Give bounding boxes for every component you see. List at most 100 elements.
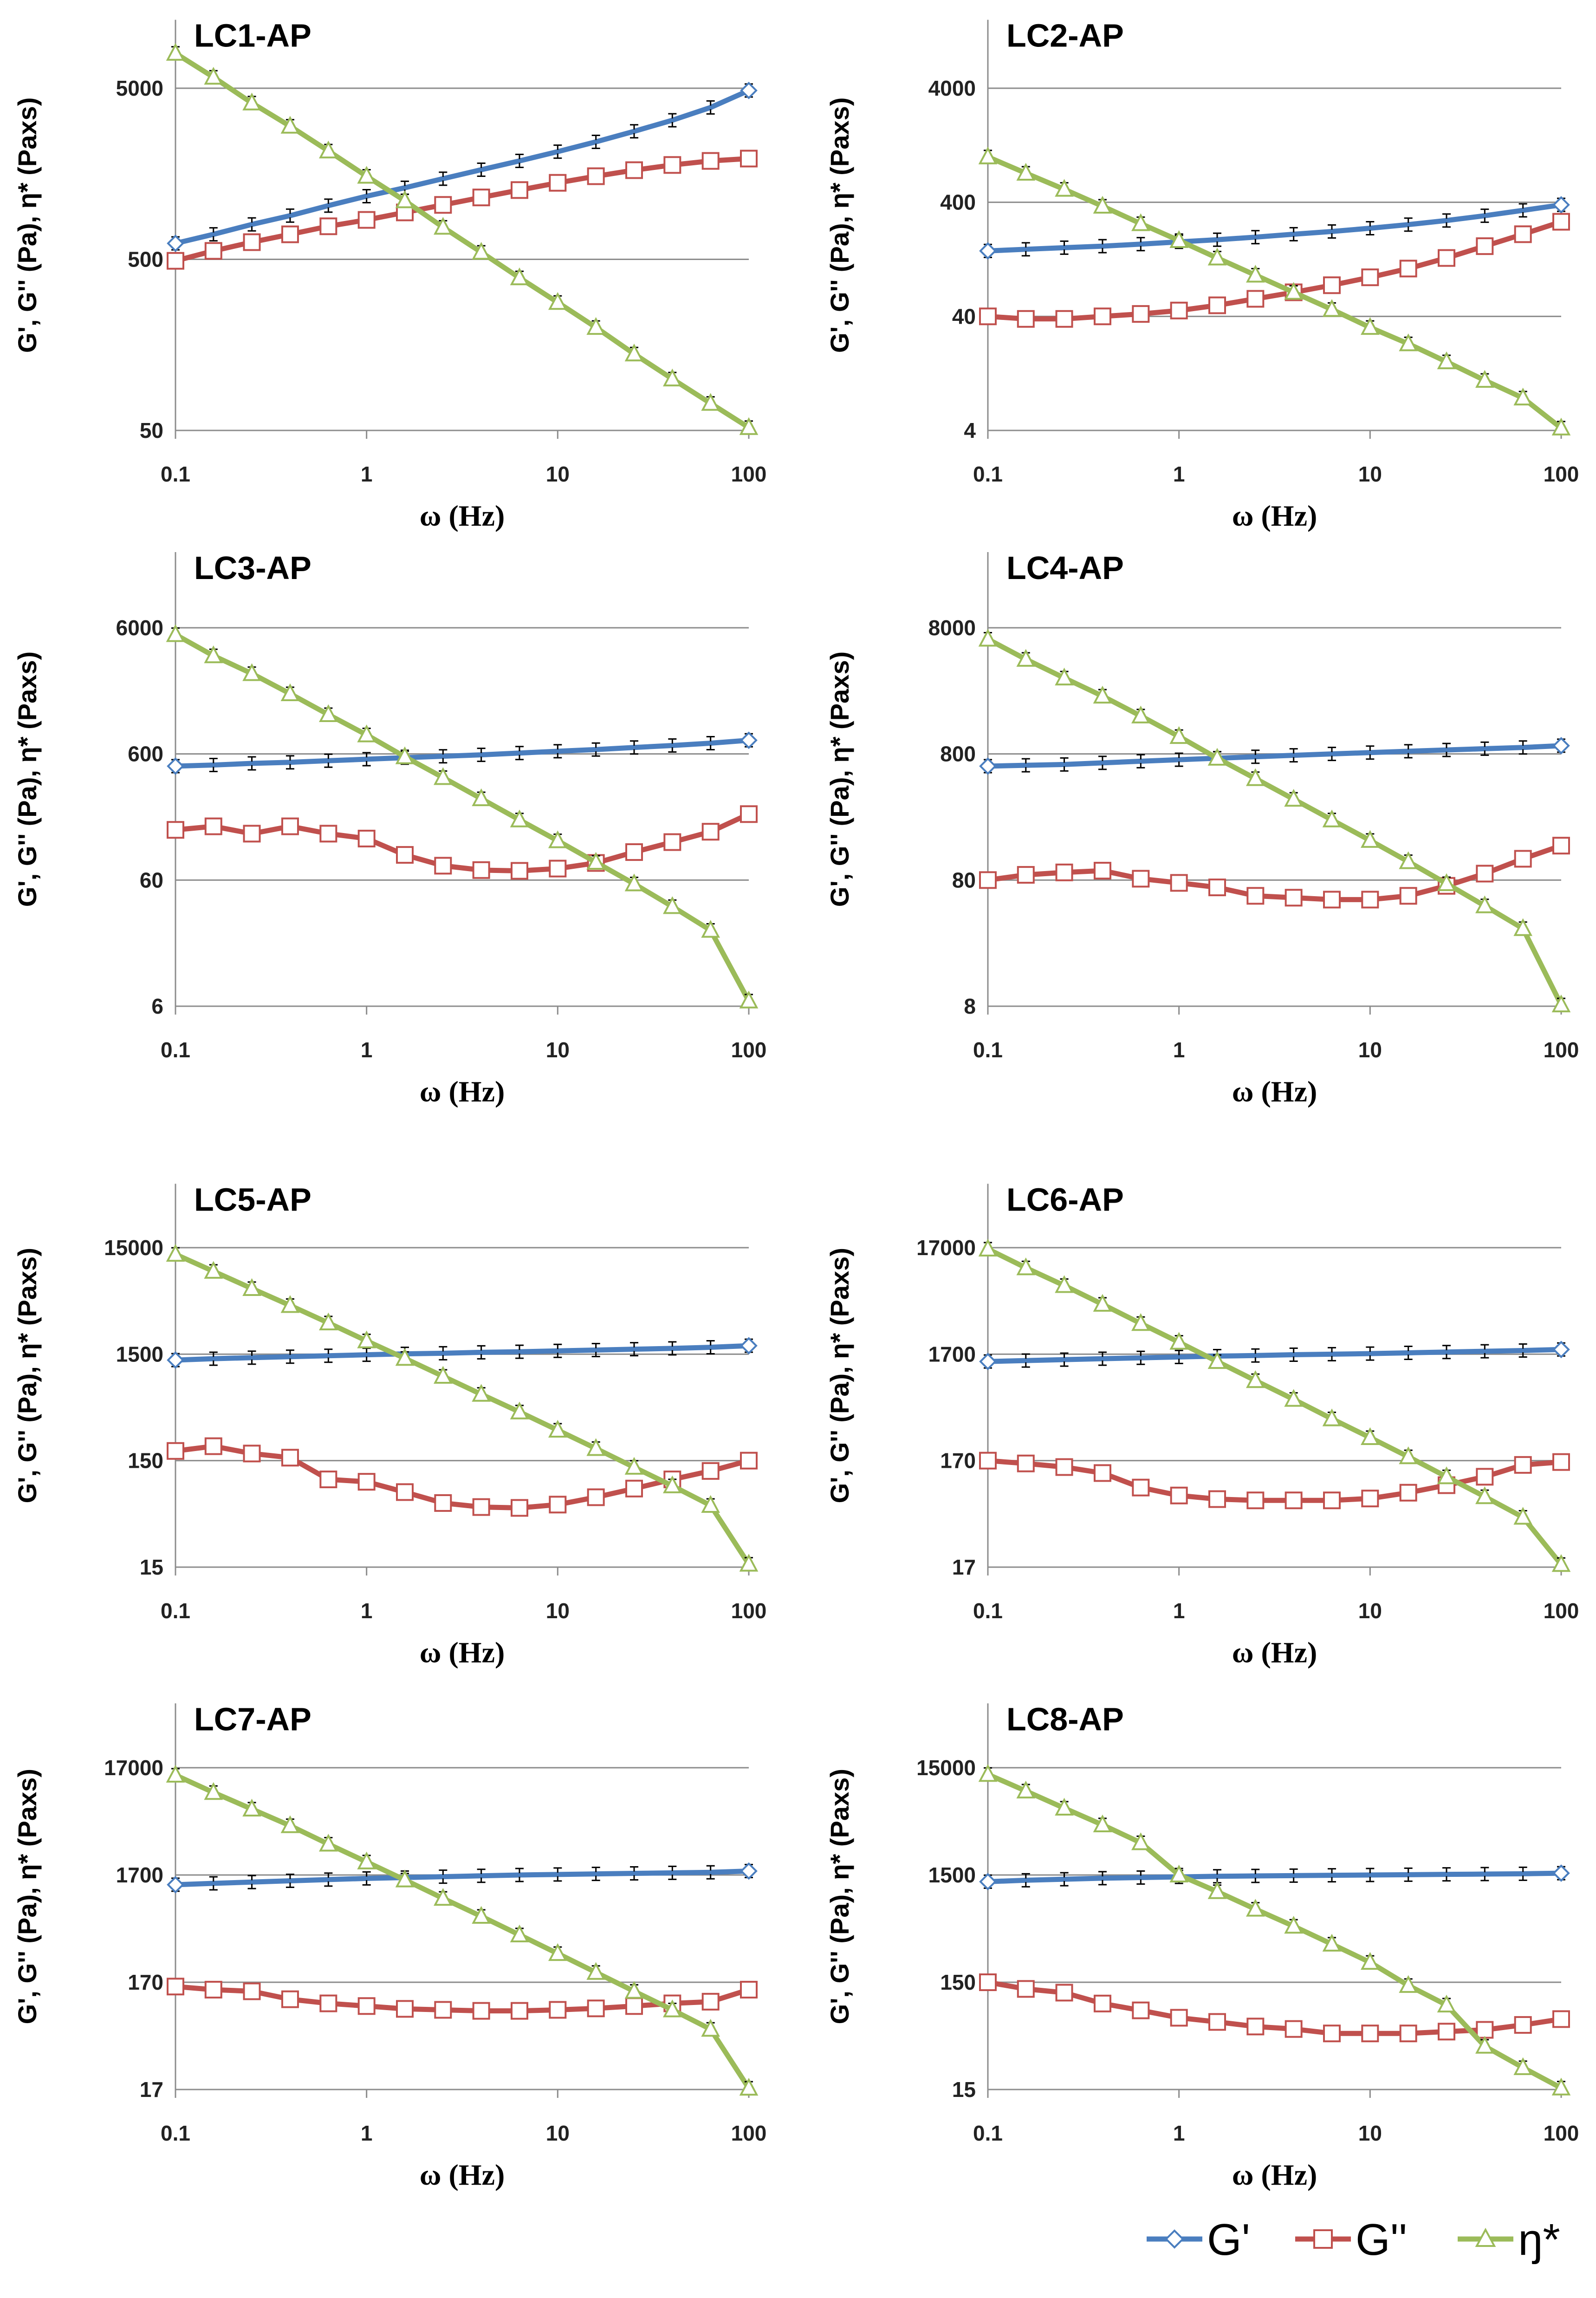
series-gpp	[979, 837, 1570, 909]
data-point	[281, 225, 299, 243]
data-point	[701, 920, 720, 938]
series-gpp	[979, 1973, 1570, 2043]
data-point	[1062, 1358, 1066, 1362]
series-gp	[979, 737, 1570, 775]
data-point	[1253, 235, 1258, 239]
data-point	[740, 731, 758, 749]
data-point	[1284, 1915, 1303, 1934]
data-point	[1055, 179, 1074, 197]
data-point	[1437, 1994, 1456, 2013]
data-point	[701, 823, 720, 841]
data-point	[211, 1881, 215, 1886]
data-point	[1207, 1881, 1227, 1899]
data-point	[211, 763, 215, 767]
data-point	[1208, 879, 1226, 897]
data-point	[1024, 247, 1028, 251]
data-point	[1330, 229, 1334, 234]
data-point	[1132, 1478, 1150, 1497]
data-point	[1445, 218, 1449, 222]
x-tick-label: 100	[1544, 1038, 1579, 1062]
data-point	[1177, 1355, 1181, 1359]
data-point	[586, 1438, 606, 1456]
data-point	[663, 1475, 682, 1493]
data-point	[979, 1873, 997, 1891]
data-point	[1399, 887, 1417, 905]
x-tick-label: 10	[1358, 1038, 1382, 1062]
series-gp	[979, 1341, 1570, 1371]
data-point	[979, 871, 997, 889]
data-point	[1024, 763, 1028, 768]
data-point	[1016, 1257, 1036, 1276]
legend-marker	[1475, 2227, 1496, 2247]
data-point	[1330, 752, 1334, 756]
data-point	[1131, 1832, 1150, 1850]
data-point	[1207, 748, 1227, 766]
data-point	[1323, 891, 1341, 909]
data-point	[1361, 1427, 1380, 1445]
chart-panel-4: 8 80 800 8000 0.1 1 10 100 LC4-AP ω (Hz) G', G'' (…	[825, 550, 1579, 1108]
series-line	[987, 1870, 1562, 1884]
legend-label: G''	[1356, 2215, 1407, 2265]
chart-title: LC5-AP	[194, 1181, 311, 1217]
series-line	[174, 632, 751, 1003]
data-point	[167, 1351, 184, 1369]
series-eta	[978, 629, 1571, 1013]
data-point	[288, 1879, 292, 1883]
y-tick-label: 150	[940, 1970, 976, 1994]
data-point	[663, 368, 682, 387]
data-point	[518, 1350, 522, 1354]
data-point	[1285, 889, 1303, 907]
x-tick-label: 1	[361, 462, 373, 486]
x-tick-label: 10	[546, 1038, 570, 1062]
data-point	[167, 821, 184, 839]
data-point	[1016, 1780, 1036, 1799]
x-tick-label: 100	[1544, 1599, 1579, 1623]
panels-group: 50 500 5000 0.1 1 10 100 LC1-AP ω (Hz) G', G'' (P…	[13, 18, 1579, 2191]
data-point	[556, 1872, 560, 1876]
data-point	[395, 1348, 415, 1366]
data-point	[1132, 2001, 1150, 2019]
series-line	[174, 1252, 751, 1566]
data-point	[403, 186, 407, 190]
data-point	[1323, 2025, 1341, 2043]
data-point	[434, 196, 452, 214]
x-tick-label: 10	[1358, 462, 1382, 486]
data-point	[510, 1401, 529, 1419]
data-point	[1093, 307, 1111, 325]
data-point	[167, 1978, 184, 1996]
data-point	[632, 1347, 636, 1351]
series-line	[175, 1868, 749, 1888]
data-point	[479, 1874, 483, 1878]
data-point	[701, 2018, 720, 2037]
y-tick-label: 15000	[916, 1756, 976, 1780]
series-line	[175, 156, 749, 264]
y-tick-label: 1700	[116, 1863, 163, 1887]
series-line	[174, 51, 750, 430]
data-point	[1399, 260, 1417, 278]
data-point	[1399, 1484, 1417, 1502]
data-point	[556, 150, 560, 154]
data-point	[243, 1445, 261, 1463]
data-point	[1016, 649, 1036, 667]
data-point	[1475, 370, 1494, 388]
data-point	[1513, 918, 1533, 936]
data-point	[1476, 1468, 1494, 1486]
series-line	[986, 1247, 1564, 1566]
data-point	[204, 66, 223, 85]
data-point	[1284, 282, 1303, 300]
data-point	[1323, 1491, 1341, 1510]
data-point	[1093, 1464, 1111, 1482]
data-point	[511, 1499, 529, 1517]
data-point	[1406, 1873, 1410, 1877]
data-point	[1215, 238, 1220, 242]
data-point	[1437, 873, 1456, 891]
chart-panel-8: 15 150 1500 15000 0.1 1 10 100 LC8-AP ω (Hz) G', G…	[825, 1701, 1579, 2191]
data-point	[594, 140, 598, 144]
data-point	[549, 1496, 567, 1514]
data-point	[1246, 1899, 1265, 1917]
data-point	[1323, 276, 1341, 294]
data-point	[1552, 196, 1570, 214]
y-axis-label: G', G'' (Pa), η* (Paxs)	[13, 98, 42, 353]
data-point	[978, 1764, 998, 1782]
data-point	[1253, 1354, 1258, 1358]
